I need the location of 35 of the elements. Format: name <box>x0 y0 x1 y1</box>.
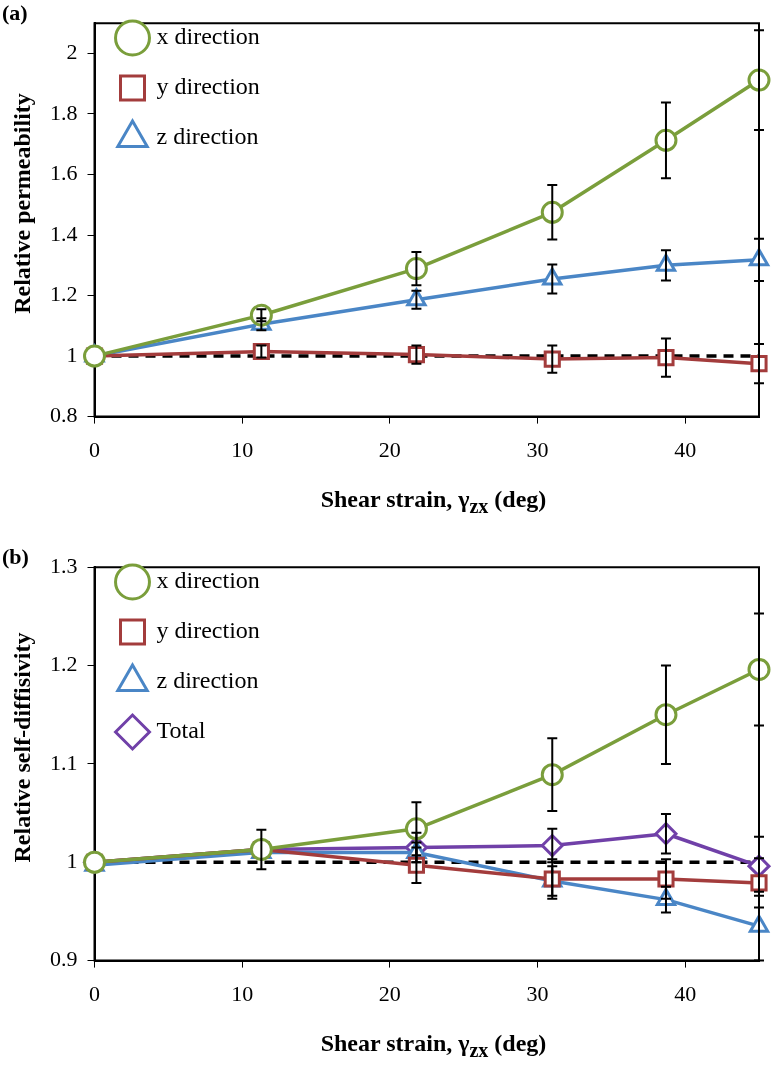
legend-label: y direction <box>156 617 260 644</box>
x-tick-label: 20 <box>378 980 401 1006</box>
x-axis-title: Shear strain, γ$_{zx}$ (deg) <box>319 486 548 518</box>
y-tick-label: 1.1 <box>50 749 78 775</box>
y-tick-label: 1.3 <box>50 552 78 578</box>
x-tick-label: 30 <box>526 980 549 1006</box>
y-axis-title: Relative permeability <box>8 93 35 314</box>
y-tick-label: 2 <box>66 39 78 65</box>
x-tick-label: 40 <box>674 436 697 462</box>
chart-title: (a) <box>2 0 28 26</box>
y-tick-label: 1.2 <box>50 651 78 677</box>
y-axis-title: Relative self-diffisivity <box>8 632 35 863</box>
x-tick-label: 40 <box>674 980 697 1006</box>
chart-title: (b) <box>2 544 29 570</box>
y-tick-label: 1.8 <box>50 99 78 125</box>
y-tick-label: 1.6 <box>50 160 78 186</box>
legend-label: y direction <box>156 73 260 100</box>
y-tick-label: 1.4 <box>50 220 78 246</box>
legend-label: z direction <box>156 123 259 150</box>
y-tick-label: 0.9 <box>50 946 78 972</box>
x-tick-label: 0 <box>89 436 100 462</box>
x-tick-label: 10 <box>231 436 254 462</box>
legend-label: Total <box>156 717 206 744</box>
y-tick-label: 0.8 <box>50 402 78 428</box>
x-axis-title: Shear strain, γ$_{zx}$ (deg) <box>319 1030 548 1062</box>
legend-label: x direction <box>156 567 260 594</box>
y-tick-label: 1 <box>66 848 78 874</box>
x-tick-label: 10 <box>231 980 254 1006</box>
x-tick-label: 20 <box>378 436 401 462</box>
legend-label: z direction <box>156 667 259 694</box>
x-tick-label: 30 <box>526 436 549 462</box>
y-tick-label: 1.2 <box>50 281 78 307</box>
legend-label: x direction <box>156 23 260 50</box>
y-tick-label: 1 <box>66 341 78 367</box>
x-tick-label: 0 <box>89 980 100 1006</box>
